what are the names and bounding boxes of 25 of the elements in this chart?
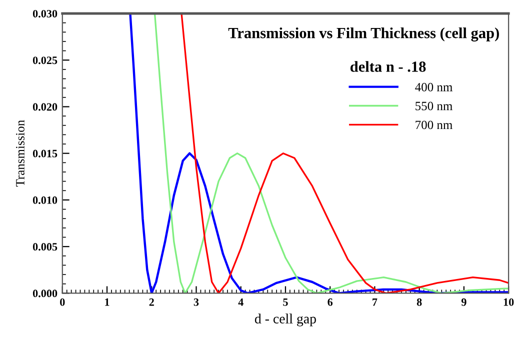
x-axis-title: d - cell gap bbox=[254, 314, 316, 326]
x-tick-label: 4 bbox=[238, 298, 244, 306]
text: Transmission vs Film Thickness (cell gap) bbox=[228, 27, 499, 42]
legend-label: 400 nm bbox=[415, 82, 452, 92]
x-tick-label: 5 bbox=[283, 298, 288, 306]
y-axis-title: Transmission bbox=[16, 120, 24, 187]
legend-title: delta n - .18 bbox=[350, 61, 426, 72]
y-tick-label: 0.015 bbox=[32, 150, 58, 158]
x-tick-label: 6 bbox=[328, 298, 333, 306]
x-tick-label: 1 bbox=[105, 298, 110, 306]
x-tick-label: 10 bbox=[504, 298, 514, 306]
y-tick-label: 0.000 bbox=[32, 290, 58, 298]
y-tick-label: 0.010 bbox=[32, 196, 58, 204]
y-tick-label: 0.025 bbox=[32, 56, 58, 64]
x-tick-label: 2 bbox=[149, 298, 154, 306]
x-tick-label: 9 bbox=[461, 298, 466, 306]
x-tick-label: 8 bbox=[416, 298, 422, 306]
y-tick-label: 0.030 bbox=[32, 10, 58, 18]
y-tick-label: 0.005 bbox=[32, 243, 58, 251]
legend-label: 550 nm bbox=[416, 102, 452, 110]
x-tick-label: 3 bbox=[194, 298, 199, 306]
y-tick-label: 0.020 bbox=[32, 103, 58, 111]
x-tick-label: 7 bbox=[372, 298, 378, 306]
legend-label: 700 nm bbox=[416, 120, 452, 130]
x-tick-label: 0 bbox=[60, 298, 65, 306]
